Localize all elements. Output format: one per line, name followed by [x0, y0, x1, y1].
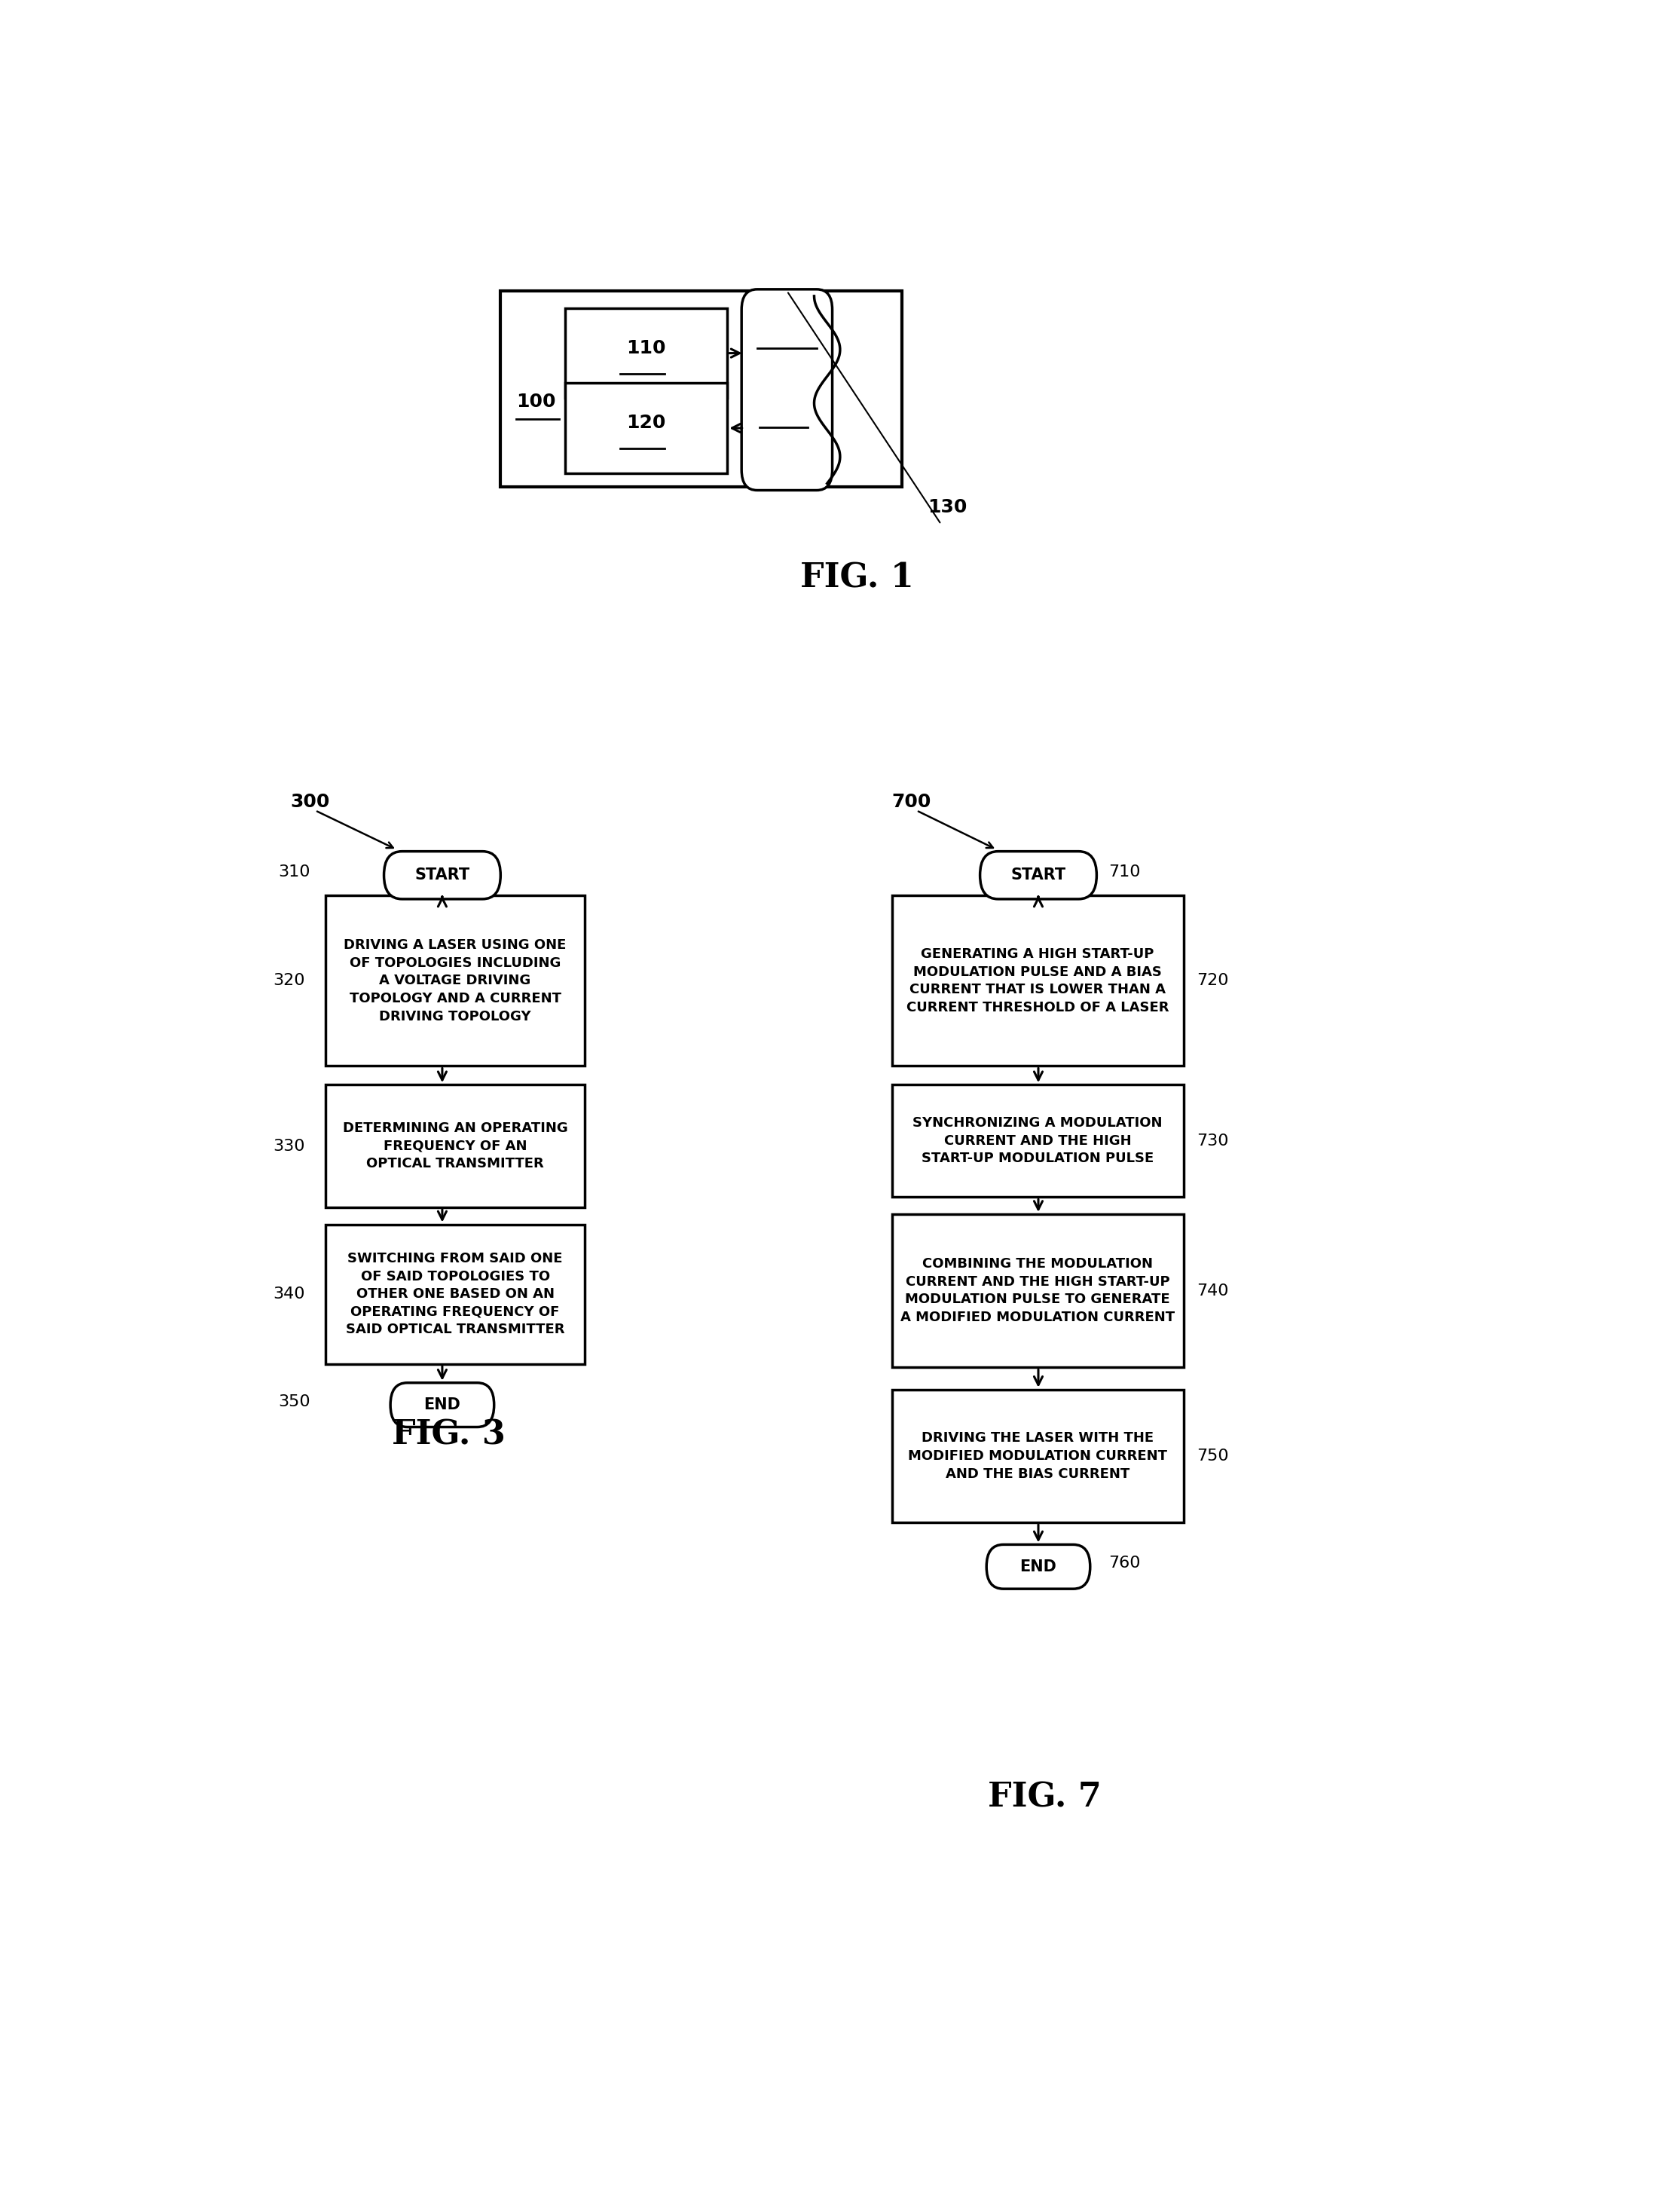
Bar — [891, 1214, 1184, 1367]
Text: DETERMINING AN OPERATING
FREQUENCY OF AN
OPTICAL TRANSMITTER: DETERMINING AN OPERATING FREQUENCY OF AN… — [343, 1121, 568, 1170]
Text: 330: 330 — [273, 1139, 304, 1152]
Text: 320: 320 — [273, 973, 304, 989]
Text: START: START — [1012, 867, 1065, 883]
FancyBboxPatch shape — [390, 1382, 495, 1427]
Text: START: START — [415, 867, 470, 883]
Text: FIG. 1: FIG. 1 — [801, 562, 913, 595]
Text: COMBINING THE MODULATION
CURRENT AND THE HIGH START-UP
MODULATION PULSE TO GENER: COMBINING THE MODULATION CURRENT AND THE… — [901, 1256, 1175, 1325]
Text: END: END — [1020, 1559, 1057, 1575]
Text: SYNCHRONIZING A MODULATION
CURRENT AND THE HIGH
START-UP MODULATION PULSE: SYNCHRONIZING A MODULATION CURRENT AND T… — [913, 1117, 1162, 1166]
Bar — [326, 1084, 585, 1208]
Text: 730: 730 — [1197, 1133, 1229, 1148]
Text: 340: 340 — [273, 1287, 304, 1301]
Text: 720: 720 — [1197, 973, 1229, 989]
Text: FIG. 7: FIG. 7 — [988, 1781, 1102, 1814]
FancyBboxPatch shape — [986, 1544, 1090, 1588]
FancyBboxPatch shape — [980, 852, 1097, 898]
Bar — [326, 1225, 585, 1365]
Text: DRIVING THE LASER WITH THE
MODIFIED MODULATION CURRENT
AND THE BIAS CURRENT: DRIVING THE LASER WITH THE MODIFIED MODU… — [908, 1431, 1167, 1480]
Bar — [565, 383, 727, 473]
Text: 120: 120 — [627, 414, 665, 431]
Text: 700: 700 — [891, 792, 931, 812]
Text: DRIVING A LASER USING ONE
OF TOPOLOGIES INCLUDING
A VOLTAGE DRIVING
TOPOLOGY AND: DRIVING A LASER USING ONE OF TOPOLOGIES … — [344, 938, 567, 1024]
Text: FIG. 3: FIG. 3 — [391, 1418, 505, 1451]
Bar — [500, 292, 903, 487]
FancyBboxPatch shape — [742, 290, 833, 491]
Text: 130: 130 — [928, 498, 968, 515]
Text: 740: 740 — [1197, 1283, 1229, 1298]
Text: SWITCHING FROM SAID ONE
OF SAID TOPOLOGIES TO
OTHER ONE BASED ON AN
OPERATING FR: SWITCHING FROM SAID ONE OF SAID TOPOLOGI… — [346, 1252, 565, 1336]
Text: 300: 300 — [291, 792, 329, 812]
Bar — [565, 307, 727, 398]
Text: 310: 310 — [278, 865, 309, 880]
Text: 110: 110 — [627, 338, 665, 356]
Text: 100: 100 — [517, 394, 555, 411]
FancyBboxPatch shape — [385, 852, 500, 898]
Bar — [891, 1084, 1184, 1197]
Text: 760: 760 — [1109, 1555, 1140, 1571]
Bar — [891, 1389, 1184, 1522]
Text: END: END — [423, 1398, 461, 1413]
Bar — [891, 896, 1184, 1066]
Text: 710: 710 — [1109, 865, 1140, 880]
Text: 750: 750 — [1197, 1449, 1229, 1464]
Text: GENERATING A HIGH START-UP
MODULATION PULSE AND A BIAS
CURRENT THAT IS LOWER THA: GENERATING A HIGH START-UP MODULATION PU… — [906, 947, 1169, 1015]
Bar — [326, 896, 585, 1066]
Text: 350: 350 — [278, 1394, 309, 1409]
